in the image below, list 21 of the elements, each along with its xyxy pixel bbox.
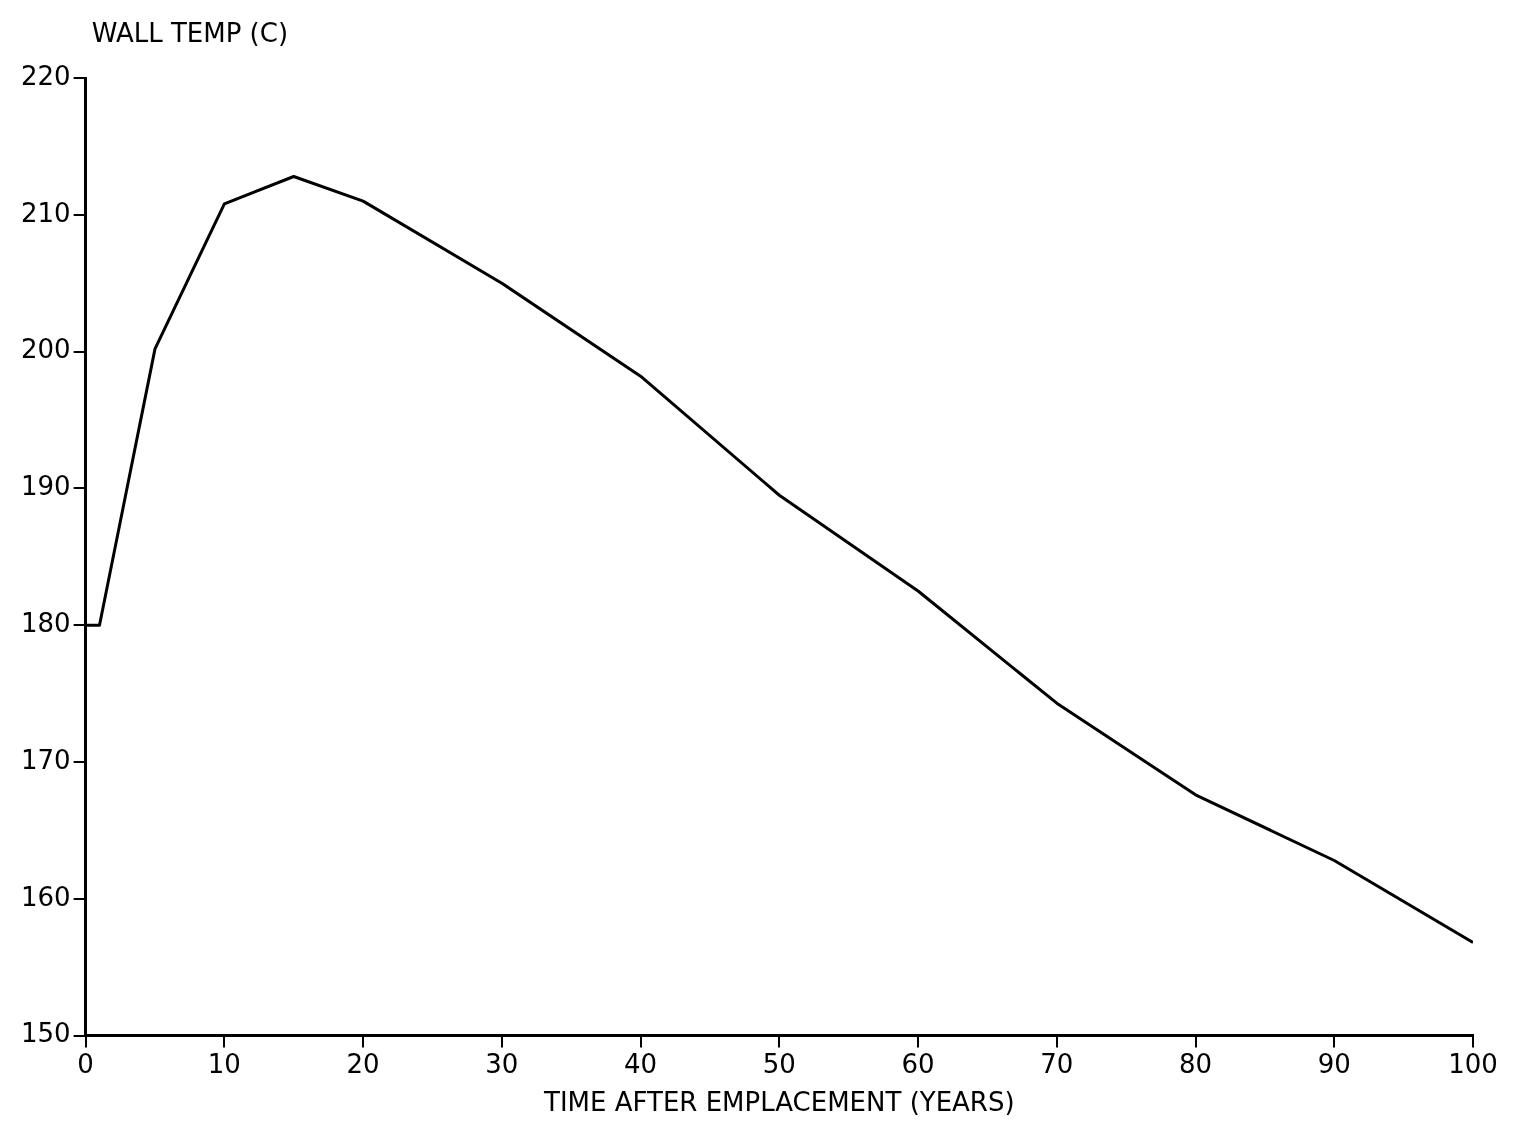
x-axis-title: TIME AFTER EMPLACEMENT (YEARS) xyxy=(543,1087,1015,1118)
y-axis-title: WALL TEMP (C) xyxy=(91,17,289,48)
x-tick-label: 80 xyxy=(1178,1048,1213,1079)
y-tick-label: 210 xyxy=(20,197,71,228)
x-tick-label: 40 xyxy=(624,1048,658,1079)
x-tick-label: 10 xyxy=(207,1048,241,1079)
x-tick-label: 100 xyxy=(1448,1048,1498,1079)
x-tick-label: 60 xyxy=(901,1048,935,1079)
y-tick-label: 190 xyxy=(20,471,71,502)
y-tick-label: 180 xyxy=(20,607,71,638)
y-tick-label: 150 xyxy=(20,1018,71,1049)
y-tick-label: 160 xyxy=(20,881,71,912)
x-tick-label: 20 xyxy=(346,1048,380,1079)
y-tick-label: 170 xyxy=(20,744,71,775)
x-tick-label: 90 xyxy=(1317,1048,1351,1079)
x-tick-label: 70 xyxy=(1040,1048,1074,1079)
x-tick-label: 0 xyxy=(77,1048,94,1079)
x-tick-label: 50 xyxy=(762,1048,796,1079)
y-tick-label: 200 xyxy=(20,334,71,365)
y-tick-label: 220 xyxy=(20,60,71,91)
x-tick-label: 30 xyxy=(485,1048,519,1079)
